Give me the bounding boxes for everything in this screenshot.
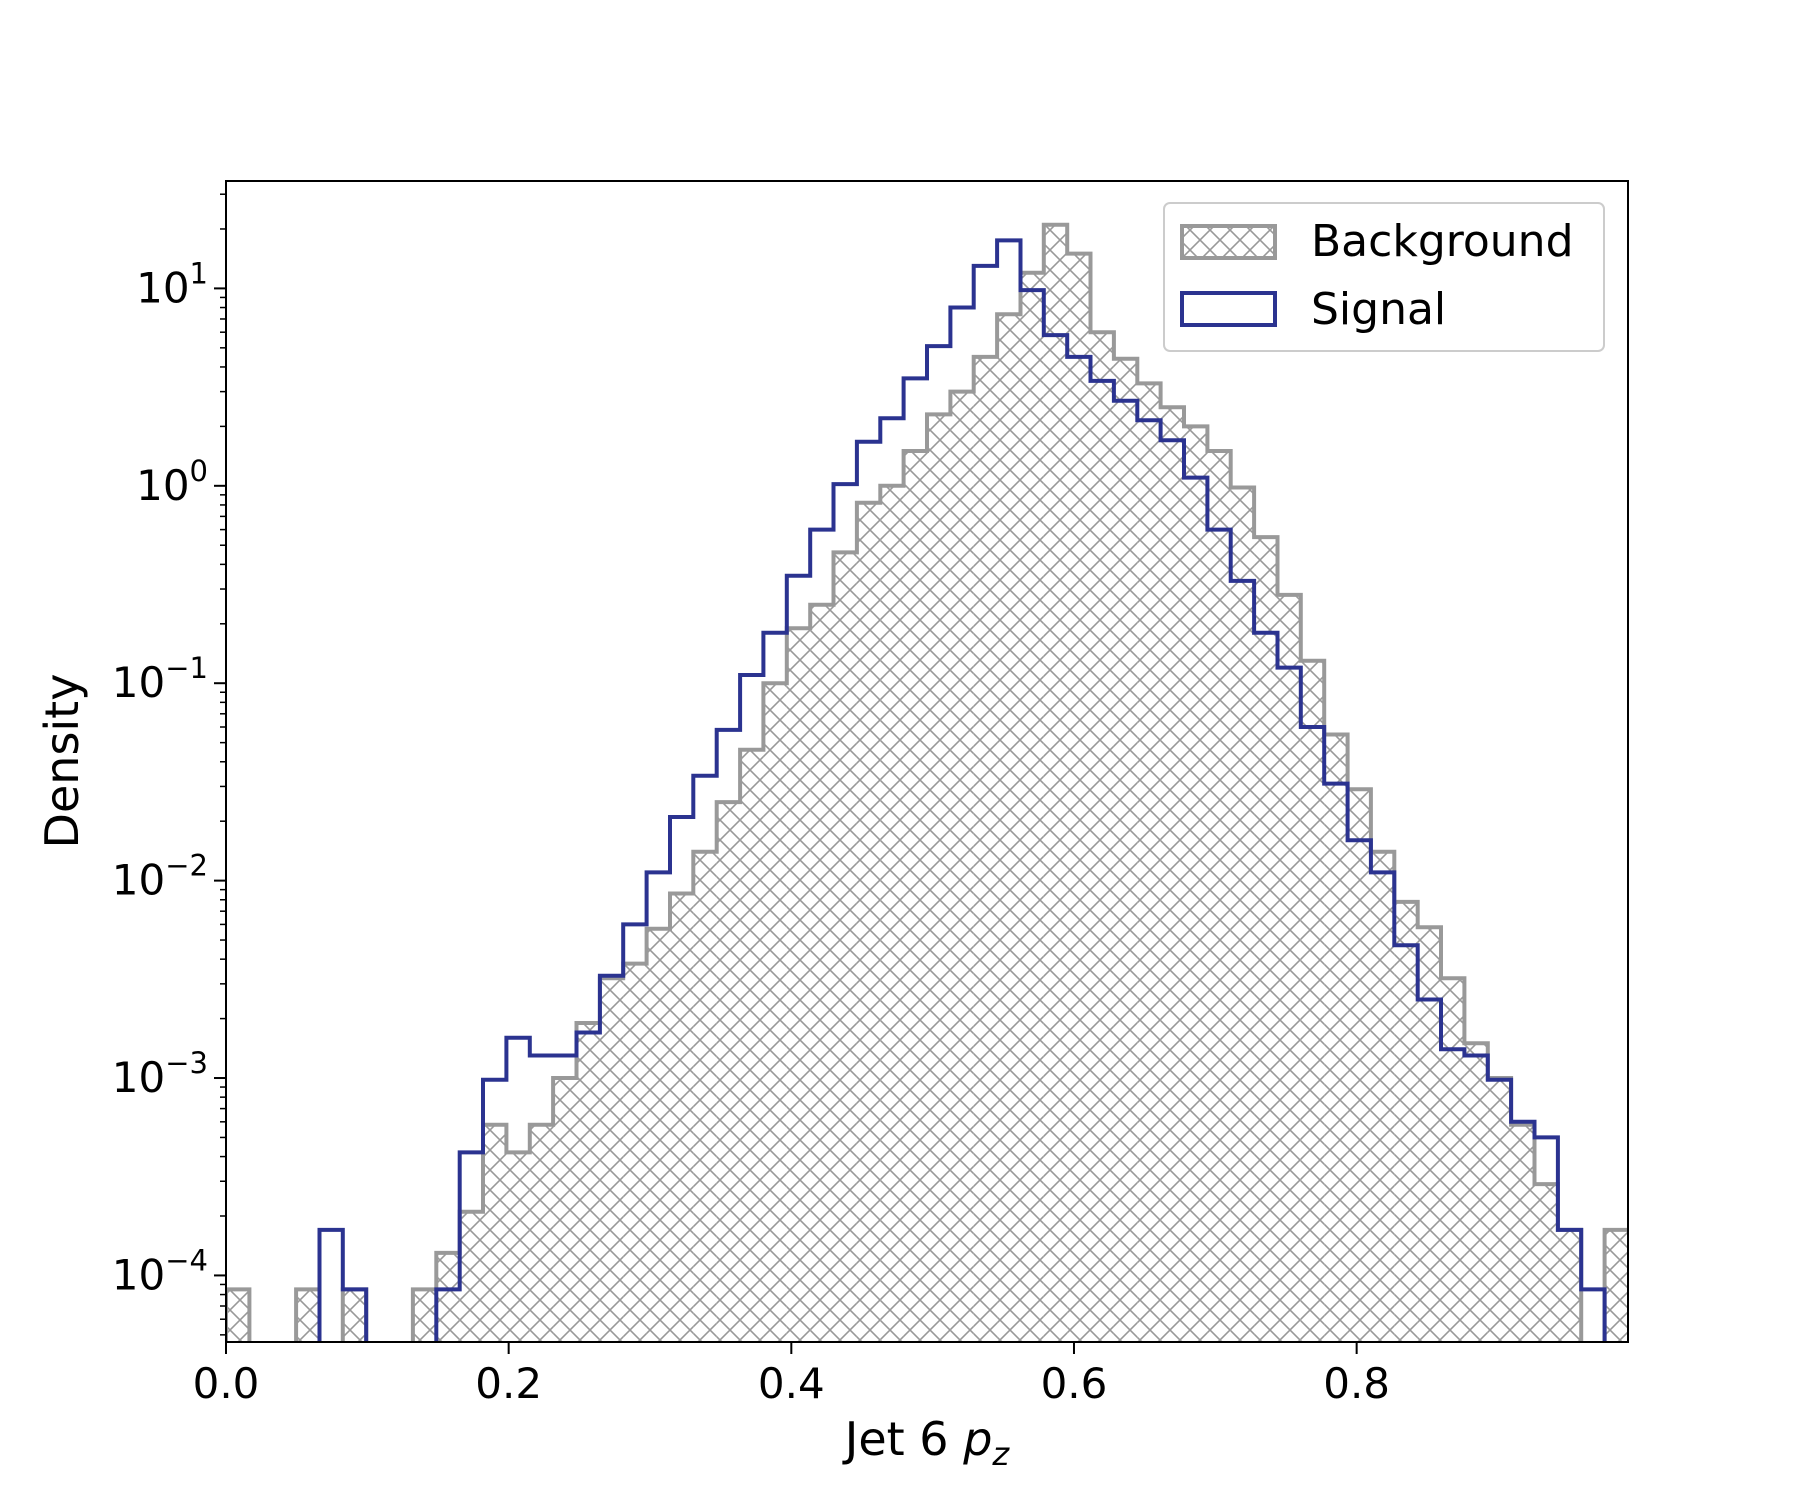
background-bar-hatch: [647, 929, 671, 1362]
y-tick-label: 10−3: [112, 1046, 208, 1102]
background-bar-hatch: [296, 1289, 320, 1362]
background-bar-hatch: [1254, 537, 1278, 1362]
background-bar-hatch: [950, 392, 974, 1362]
background-bar-hatch: [974, 357, 998, 1362]
background-bar-hatch: [530, 1125, 554, 1362]
background-bar-hatch: [1278, 595, 1302, 1362]
background-bar-hatch: [904, 451, 928, 1362]
background-bar-hatch: [810, 605, 834, 1362]
background-bar-hatch: [1511, 1125, 1535, 1362]
background-bar-hatch: [483, 1125, 507, 1362]
background-bar-hatch: [997, 314, 1021, 1362]
background-bar-hatch: [1371, 852, 1395, 1362]
background-bar-hatch: [553, 1078, 577, 1362]
background-bar-hatch: [436, 1253, 460, 1362]
background-bar-hatch: [1161, 407, 1185, 1362]
background-bar-hatch: [506, 1152, 530, 1362]
background-bar-hatch: [763, 683, 787, 1362]
background-bar-hatch: [1091, 332, 1115, 1362]
background-bar-hatch: [1348, 789, 1372, 1362]
legend: Background Signal: [1164, 203, 1604, 351]
background-bar-hatch: [1021, 273, 1045, 1362]
y-axis: 10−4 10−3 10−2 10−1 100 101: [112, 194, 226, 1335]
background-bar-hatch: [413, 1289, 437, 1362]
background-bar-hatch: [1488, 1078, 1512, 1362]
background-bar-hatch: [1114, 359, 1138, 1362]
background-bar-hatch: [1324, 735, 1348, 1363]
y-tick-label: 101: [136, 256, 208, 312]
background-bar-hatch: [1394, 902, 1418, 1362]
background-bar-hatch: [693, 852, 717, 1362]
background-bar-hatch: [1137, 383, 1161, 1362]
legend-label-signal: Signal: [1311, 284, 1446, 335]
y-tick-label: 100: [136, 454, 208, 510]
background-bar-hatch: [787, 628, 811, 1362]
background-bar-hatch: [1044, 225, 1068, 1362]
y-tick-label: 10−2: [112, 849, 208, 905]
background-series: [226, 225, 1801, 1362]
x-tick-label: 0.8: [1323, 1359, 1390, 1408]
background-bar-hatch: [577, 1023, 601, 1362]
background-bar-hatch: [600, 978, 624, 1362]
x-tick-label: 0.6: [1041, 1359, 1108, 1408]
background-bar-hatch: [670, 894, 694, 1363]
background-bar-hatch: [1207, 451, 1231, 1362]
background-bar-hatch: [927, 414, 951, 1362]
background-bar-hatch: [623, 964, 647, 1362]
x-axis: 0.0 0.2 0.4 0.6 0.8: [193, 1342, 1390, 1408]
background-bar-hatch: [1184, 426, 1208, 1362]
background-bar-hatch: [1067, 254, 1091, 1362]
background-bar-hatch: [740, 750, 764, 1362]
y-tick-label: 10−4: [112, 1243, 208, 1299]
background-bar-hatch: [880, 486, 904, 1362]
background-bar-hatch: [226, 1289, 250, 1362]
background-bar-hatch: [1418, 927, 1442, 1362]
legend-label-background: Background: [1311, 216, 1574, 267]
background-bar-hatch: [1441, 978, 1465, 1362]
background-bar-hatch: [460, 1212, 484, 1362]
y-axis-label: Density: [35, 674, 89, 849]
x-tick-label: 0.4: [758, 1359, 825, 1408]
background-bar-hatch: [1535, 1184, 1559, 1362]
x-axis-label: Jet 6 pz: [842, 1412, 1011, 1473]
background-bar: [1628, 1230, 1652, 1362]
y-tick-label: 10−1: [112, 651, 208, 707]
background-bar-hatch: [717, 802, 741, 1362]
background-bar-hatch: [343, 1289, 367, 1362]
x-tick-label: 0.2: [475, 1359, 542, 1408]
background-bar-hatch: [857, 503, 881, 1362]
background-bar-hatch: [834, 552, 858, 1362]
background-bar-hatch: [1628, 1230, 1652, 1362]
background-bar-hatch: [1464, 1043, 1488, 1362]
background-bar-hatch: [1231, 488, 1255, 1363]
x-tick-label: 0.0: [193, 1359, 260, 1408]
background-bar-hatch: [1301, 661, 1325, 1362]
